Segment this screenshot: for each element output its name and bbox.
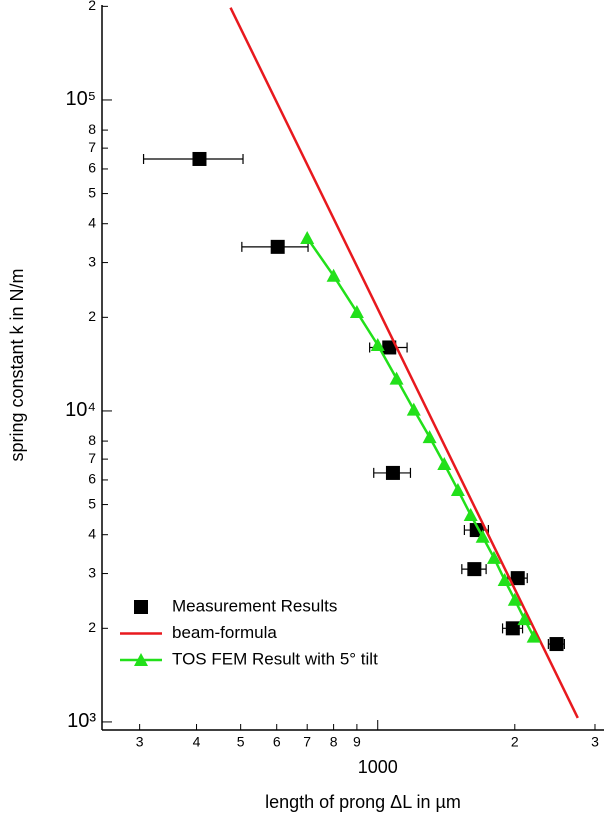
y-tick-label: 6	[88, 160, 96, 176]
data-point	[549, 637, 564, 652]
y-tick-label: 8	[88, 432, 96, 448]
data-point	[475, 529, 490, 543]
series-line	[229, 7, 579, 719]
y-tick-label: 2	[88, 0, 96, 13]
y-tick-label: 5	[88, 495, 96, 511]
y-tick-label: 7	[88, 450, 96, 466]
data-point	[517, 612, 532, 626]
legend-label: TOS FEM Result with 5° tilt	[172, 649, 378, 668]
data-point	[300, 230, 315, 244]
y-tick-label: 4	[88, 525, 96, 541]
y-tick-label: 10³	[67, 710, 96, 732]
x-tick-label: 5	[237, 734, 245, 750]
y-tick-label: 8	[88, 121, 96, 137]
data-point	[270, 239, 285, 254]
x-axis-title: length of prong ΔL in µm	[265, 792, 461, 812]
y-tick-label: 2	[88, 308, 96, 324]
x-tick-label: 4	[193, 734, 201, 750]
x-tick-label: 3	[136, 734, 144, 750]
data-point	[389, 371, 404, 385]
data-point	[463, 507, 478, 521]
legend-label: Measurement Results	[172, 596, 337, 615]
legend-marker	[134, 600, 148, 614]
x-tick-label: 2	[511, 734, 519, 750]
y-tick-label: 10⁴	[65, 399, 96, 421]
y-tick-label: 5	[88, 184, 96, 200]
legend-marker	[134, 653, 148, 666]
y-tick-label: 2	[88, 619, 96, 635]
data-point	[382, 340, 397, 355]
x-tick-label: 3	[591, 734, 599, 750]
y-tick-label: 3	[88, 253, 96, 269]
y-tick-label: 10⁵	[65, 88, 96, 110]
series-line	[306, 237, 535, 638]
data-point	[497, 573, 512, 587]
data-point	[406, 402, 421, 416]
data-point	[326, 268, 341, 282]
y-tick-label: 3	[88, 564, 96, 580]
x-tick-label: 8	[330, 734, 338, 750]
data-point	[467, 562, 482, 577]
data-point	[505, 621, 520, 636]
data-point	[370, 337, 385, 351]
data-point	[422, 430, 437, 444]
y-axis-title: spring constant k in N/m	[7, 268, 27, 461]
data-point	[510, 571, 525, 586]
y-tick-label: 7	[88, 139, 96, 155]
data-point	[437, 457, 452, 471]
data-point	[192, 151, 207, 166]
data-point	[486, 550, 501, 564]
data-point	[450, 482, 465, 496]
x-tick-label: 7	[303, 734, 311, 750]
data-point	[507, 592, 522, 606]
data-point	[526, 629, 541, 643]
x-tick-label: 6	[273, 734, 281, 750]
legend-label: beam-formula	[172, 623, 277, 642]
x-tick-label: 9	[353, 734, 361, 750]
y-tick-label: 4	[88, 214, 96, 230]
data-point	[385, 465, 400, 480]
x-tick-label: 1000	[358, 757, 398, 777]
y-tick-label: 6	[88, 471, 96, 487]
data-point	[349, 305, 364, 319]
